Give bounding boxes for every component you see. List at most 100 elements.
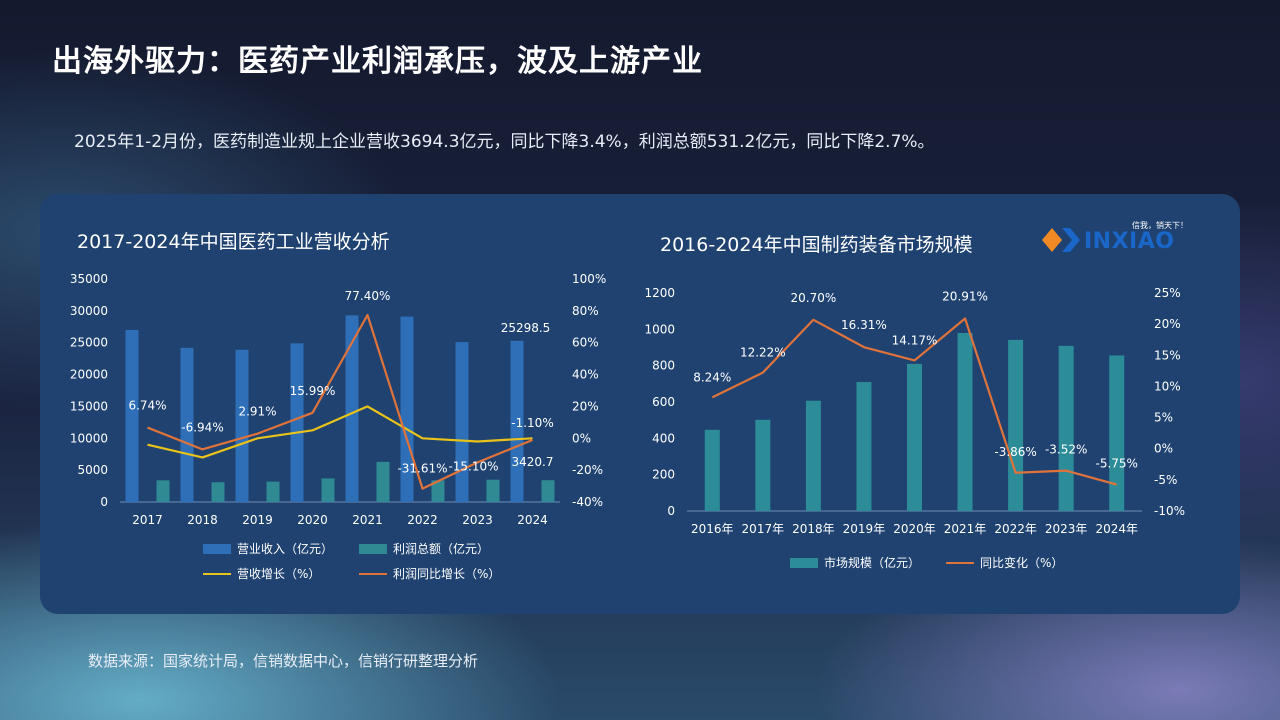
- legend-label: 营业收入（亿元）: [237, 542, 334, 556]
- page-title: 出海外驱力：医药产业利润承压，波及上游产业: [52, 44, 703, 79]
- legend-swatch: [203, 543, 231, 554]
- y-right-tick: 0%: [572, 431, 591, 445]
- bar: [376, 461, 390, 502]
- x-tick-label: 2019: [242, 513, 273, 527]
- legend-swatch: [359, 572, 388, 575]
- bar: [1058, 345, 1074, 511]
- legend-swatch: [790, 557, 818, 568]
- legend-label: 同比变化（%）: [980, 556, 1064, 570]
- y-right-tick: 20%: [572, 399, 599, 413]
- x-tick-label: 2017: [132, 513, 163, 527]
- chart2-svg: 1200 1000 800 600 400 200 0 25% 20% 15% 10% 5% 0% -5%…: [644, 286, 1185, 536]
- bar: [856, 382, 872, 511]
- xinxiao-logo-icon: [1042, 228, 1080, 252]
- y-right-tick: 20%: [1154, 317, 1181, 331]
- data-label: 3420.7: [512, 455, 554, 469]
- chart1-legend-profit-growth: 利润同比增长（%）: [359, 565, 500, 582]
- bar: [235, 349, 249, 502]
- x-tick-label: 2016年: [691, 522, 734, 536]
- bar: [907, 363, 922, 511]
- brand-logo: 信我，销天下！ INXIAO: [1040, 220, 1200, 260]
- bar: [345, 315, 359, 502]
- bar: [1008, 339, 1024, 511]
- chart1-svg: 35000 30000 25000 20000 15000 10000 5000 0 100% 8…: [70, 272, 607, 527]
- data-label: -15.10%: [448, 459, 498, 473]
- y-right-tick: -40%: [572, 495, 603, 509]
- bar: [180, 347, 194, 502]
- bar: [156, 480, 170, 502]
- chart1-legend-profit: 利润总额（亿元）: [359, 540, 500, 557]
- chart1-legend: 营业收入（亿元） 利润总额（亿元） 营收增长（%） 利润同比增长（%）: [203, 540, 500, 582]
- x-tick-label: 2018: [187, 513, 218, 527]
- chart2-title: 2016-2024年中国制药装备市场规模: [660, 234, 973, 256]
- x-tick-label: 2024: [517, 513, 548, 527]
- legend-label: 利润总额（亿元）: [393, 542, 490, 556]
- bar: [321, 478, 335, 502]
- y-left-tick: 200: [652, 468, 675, 482]
- legend-label: 市场规模（亿元）: [824, 556, 921, 570]
- legend-label: 营收增长（%）: [237, 567, 321, 581]
- legend-label: 利润同比增长（%）: [393, 567, 501, 581]
- y-right-tick: 80%: [572, 304, 599, 318]
- data-label: -5.75%: [1095, 457, 1137, 471]
- data-label: 16.31%: [841, 318, 887, 332]
- y-left-tick: 400: [652, 431, 675, 445]
- bar: [1109, 355, 1125, 511]
- data-label: 15.99%: [290, 384, 336, 398]
- bar: [704, 429, 720, 511]
- legend-swatch: [203, 572, 231, 575]
- x-tick-label: 2021: [352, 513, 383, 527]
- chart1-title: 2017-2024年中国医药工业营收分析: [77, 231, 390, 253]
- y-left-tick: 20000: [70, 368, 108, 382]
- y-right-tick: 10%: [1154, 379, 1181, 393]
- legend-swatch: [359, 543, 388, 554]
- y-right-tick: 5%: [1154, 411, 1173, 425]
- chart1-legend-revenue-growth: 营收增长（%）: [203, 565, 333, 582]
- y-right-tick: 0%: [1154, 442, 1173, 456]
- bar: [510, 340, 524, 502]
- data-source-note: 数据来源：国家统计局，信销数据中心，信销行研整理分析: [88, 652, 479, 670]
- bar: [211, 482, 225, 502]
- bar: [431, 480, 445, 502]
- data-label: -31.61%: [397, 462, 447, 476]
- bar: [125, 329, 139, 502]
- bar: [957, 332, 973, 511]
- y-right-tick: -5%: [1154, 473, 1177, 487]
- data-label: 77.40%: [345, 289, 391, 303]
- x-tick-label: 2019年: [843, 522, 886, 536]
- y-left-tick: 25000: [70, 336, 108, 350]
- data-label: 6.74%: [128, 399, 166, 413]
- data-label: 20.91%: [942, 289, 988, 303]
- x-tick-label: 2023年: [1045, 522, 1088, 536]
- bar: [290, 343, 304, 502]
- y-right-tick: 40%: [572, 368, 599, 382]
- chart2-legend: 市场规模（亿元） 同比变化（%）: [790, 554, 1063, 571]
- x-tick-label: 2020年: [893, 522, 936, 536]
- bar: [266, 481, 280, 502]
- y-left-tick: 5000: [77, 463, 108, 477]
- data-label: 25298.5: [501, 321, 551, 335]
- bar: [486, 479, 500, 502]
- data-label: 2.91%: [238, 405, 276, 419]
- data-label: 8.24%: [693, 370, 731, 384]
- bar: [755, 419, 771, 511]
- y-left-tick: 800: [652, 359, 675, 373]
- y-left-tick: 30000: [70, 304, 108, 318]
- x-tick-label: 2017年: [742, 522, 785, 536]
- y-left-tick: 10000: [70, 431, 108, 445]
- x-tick-label: 2022: [407, 513, 438, 527]
- x-tick-label: 2024年: [1095, 522, 1138, 536]
- y-left-tick: 1000: [644, 322, 675, 336]
- data-label: 14.17%: [892, 333, 938, 347]
- y-right-tick: 15%: [1154, 348, 1181, 362]
- y-left-tick: 1200: [644, 286, 675, 300]
- series-line: [147, 405, 533, 459]
- y-left-tick: 600: [652, 395, 675, 409]
- bar: [400, 316, 414, 502]
- bar: [455, 342, 469, 502]
- data-label: -3.52%: [1045, 443, 1087, 457]
- y-left-tick: 15000: [70, 399, 108, 413]
- chart1-legend-revenue: 营业收入（亿元）: [203, 540, 333, 557]
- x-tick-label: 2018年: [792, 522, 835, 536]
- chart2-legend-growth: 同比变化（%）: [946, 554, 1063, 571]
